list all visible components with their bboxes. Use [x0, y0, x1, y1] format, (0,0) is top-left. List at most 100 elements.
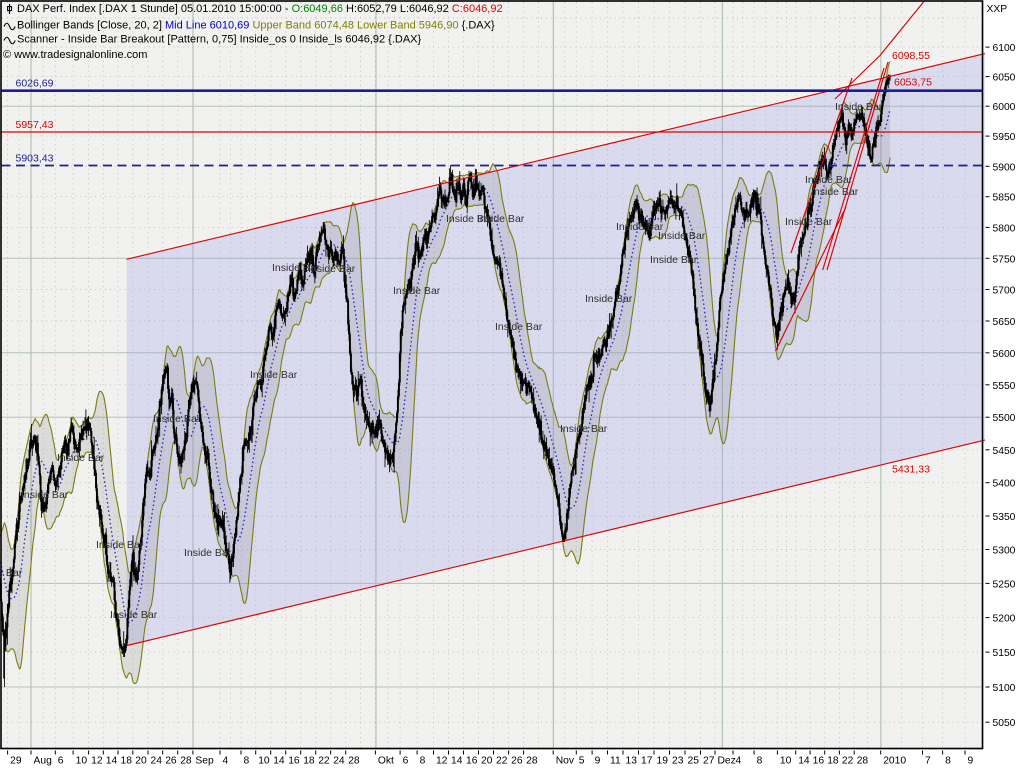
svg-text:Dez: Dez [718, 756, 736, 767]
svg-text:12: 12 [91, 756, 103, 767]
svg-text:24: 24 [151, 756, 163, 767]
svg-text:5550: 5550 [993, 381, 1016, 392]
svg-text:27: 27 [703, 756, 715, 767]
svg-text:14: 14 [106, 756, 118, 767]
svg-text:Aug: Aug [34, 756, 53, 767]
svg-text:Inside Bar: Inside Bar [585, 293, 633, 305]
svg-text:Inside Bar: Inside Bar [835, 101, 883, 113]
svg-text:28: 28 [180, 756, 192, 767]
svg-text:6050: 6050 [993, 73, 1016, 84]
svg-text:Inside Bar: Inside Bar [110, 609, 158, 621]
svg-text:14: 14 [798, 756, 810, 767]
svg-text:Okt: Okt [378, 756, 394, 767]
svg-text:14: 14 [451, 756, 463, 767]
svg-text:5450: 5450 [993, 446, 1016, 457]
svg-text:Inside Bar: Inside Bar [446, 213, 494, 225]
svg-text:5900: 5900 [993, 162, 1016, 173]
svg-text:Inside Bar: Inside Bar [250, 369, 298, 381]
svg-text:Bollinger Bands [Close, 20, 2]: Bollinger Bands [Close, 20, 2] Mid Line … [17, 20, 495, 32]
svg-text:20: 20 [481, 756, 493, 767]
svg-text:5600: 5600 [993, 349, 1016, 360]
svg-text:5300: 5300 [993, 546, 1016, 557]
svg-text:6: 6 [58, 756, 64, 767]
svg-text:5350: 5350 [993, 512, 1016, 523]
svg-text:16: 16 [288, 756, 300, 767]
svg-text:10: 10 [76, 756, 88, 767]
svg-text:5100: 5100 [993, 683, 1016, 694]
svg-text:Inside Bar: Inside Bar [21, 489, 69, 501]
svg-text:Inside Bar: Inside Bar [785, 216, 833, 228]
svg-text:8: 8 [945, 756, 951, 767]
svg-text:6026,69: 6026,69 [16, 78, 54, 90]
svg-text:5800: 5800 [993, 223, 1016, 234]
svg-text:28: 28 [526, 756, 538, 767]
svg-text:5750: 5750 [993, 254, 1016, 265]
svg-text:12: 12 [436, 756, 448, 767]
svg-text:Inside Bar: Inside Bar [658, 230, 706, 242]
svg-text:Scanner - Inside Bar Breakout: Scanner - Inside Bar Breakout [Pattern, … [17, 34, 422, 46]
svg-text:Inside Bar: Inside Bar [616, 221, 664, 233]
svg-text:8: 8 [420, 756, 426, 767]
svg-text:5903,43: 5903,43 [16, 153, 54, 165]
svg-text:28: 28 [348, 756, 360, 767]
svg-text:26: 26 [165, 756, 177, 767]
svg-text:Inside Bar: Inside Bar [805, 174, 853, 186]
svg-text:4: 4 [223, 756, 229, 767]
svg-text:22: 22 [842, 756, 854, 767]
svg-text:10: 10 [780, 756, 792, 767]
svg-text:10: 10 [258, 756, 270, 767]
svg-text:Inside Bar: Inside Bar [96, 539, 144, 551]
svg-text:5700: 5700 [993, 286, 1016, 297]
svg-text:Inside Bar: Inside Bar [184, 547, 232, 559]
svg-text:6053,75: 6053,75 [894, 77, 932, 89]
svg-text:6: 6 [403, 756, 409, 767]
svg-text:8: 8 [757, 756, 763, 767]
svg-text:5650: 5650 [993, 317, 1016, 328]
svg-text:Inside Bar: Inside Bar [393, 285, 441, 297]
svg-text:13: 13 [626, 756, 638, 767]
svg-text:23: 23 [672, 756, 684, 767]
svg-text:XXP: XXP [987, 4, 1008, 15]
svg-text:6100: 6100 [993, 43, 1016, 54]
svg-text:4: 4 [736, 756, 742, 767]
svg-text:Inside Bar: Inside Bar [0, 567, 23, 579]
svg-text:5850: 5850 [993, 193, 1016, 204]
svg-text:24: 24 [333, 756, 345, 767]
svg-text:9: 9 [595, 756, 601, 767]
svg-text:Inside Bar: Inside Bar [477, 213, 525, 225]
svg-text:Inside Bar: Inside Bar [495, 321, 543, 333]
svg-text:6000: 6000 [993, 102, 1016, 113]
svg-text:Inside Bar: Inside Bar [57, 452, 105, 464]
svg-text:5950: 5950 [993, 132, 1016, 143]
svg-text:Sep: Sep [195, 756, 214, 767]
svg-text:Inside Bar: Inside Bar [560, 423, 608, 435]
svg-text:5200: 5200 [993, 614, 1016, 625]
svg-text:18: 18 [121, 756, 133, 767]
svg-text:Inside Bar: Inside Bar [811, 186, 859, 198]
svg-text:14: 14 [273, 756, 285, 767]
svg-text:17: 17 [641, 756, 653, 767]
svg-text:16: 16 [813, 756, 825, 767]
svg-text:16: 16 [466, 756, 478, 767]
svg-text:Inside Bar: Inside Bar [650, 254, 698, 266]
svg-text:Nov: Nov [556, 756, 575, 767]
svg-text:5250: 5250 [993, 579, 1016, 590]
svg-text:22: 22 [496, 756, 508, 767]
svg-text:5400: 5400 [993, 479, 1016, 490]
svg-text:25: 25 [688, 756, 700, 767]
svg-text:11: 11 [610, 756, 621, 767]
svg-text:5957,43: 5957,43 [16, 119, 54, 131]
svg-text:DAX Perf. Index [.DAX 1 Stund: DAX Perf. Index [.DAX 1 Stunde] 05.01.20… [17, 3, 503, 15]
svg-text:5500: 5500 [993, 413, 1016, 424]
svg-text:28: 28 [857, 756, 869, 767]
svg-text:5: 5 [579, 756, 585, 767]
svg-text:7: 7 [925, 756, 931, 767]
svg-text:5431,33: 5431,33 [892, 464, 930, 476]
svg-text:9: 9 [968, 756, 974, 767]
svg-text:18: 18 [303, 756, 315, 767]
svg-text:Inside Bar: Inside Bar [272, 262, 320, 274]
svg-text:Inside Bar: Inside Bar [308, 263, 356, 275]
svg-text:26: 26 [511, 756, 523, 767]
svg-text:18: 18 [827, 756, 839, 767]
svg-text:5150: 5150 [993, 648, 1016, 659]
